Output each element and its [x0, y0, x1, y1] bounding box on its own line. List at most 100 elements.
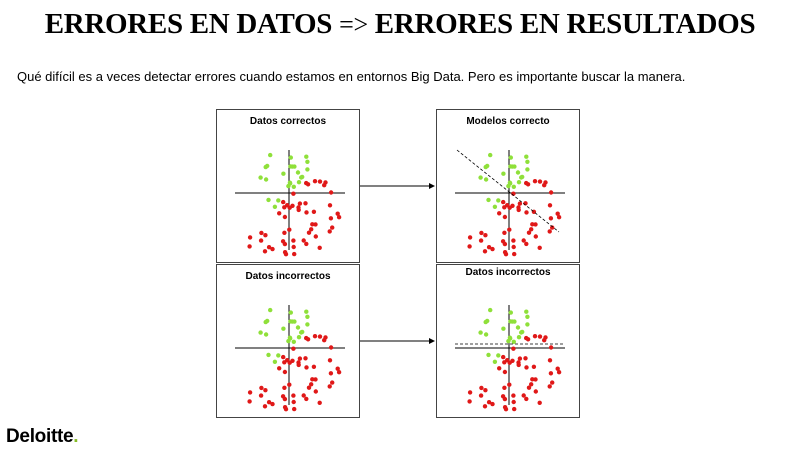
- title-part1: ERRORES EN DATOS: [44, 8, 333, 40]
- red-point: [327, 358, 333, 363]
- red-point: [526, 230, 532, 235]
- red-point: [317, 179, 323, 184]
- red-point: [310, 377, 315, 382]
- red-point: [312, 179, 318, 184]
- red-point: [503, 407, 509, 412]
- green-point: [520, 174, 525, 180]
- green-point: [265, 318, 270, 324]
- red-point: [511, 393, 516, 398]
- red-point: [547, 358, 553, 363]
- red-point: [310, 222, 315, 227]
- green-point: [510, 164, 515, 169]
- red-point: [507, 360, 512, 365]
- green-point: [506, 183, 511, 189]
- red-point: [511, 244, 516, 250]
- red-point: [532, 179, 538, 184]
- red-point: [287, 205, 292, 210]
- red-point: [328, 345, 334, 350]
- red-point: [547, 229, 552, 234]
- panel-title: Datos correctos: [249, 116, 327, 127]
- red-point: [317, 334, 323, 339]
- red-point: [547, 384, 552, 389]
- red-point: [530, 377, 535, 382]
- red-point: [548, 345, 554, 350]
- green-point: [485, 318, 490, 324]
- red-point: [292, 406, 297, 412]
- green-point: [525, 314, 530, 319]
- green-point: [525, 159, 530, 164]
- red-point: [263, 233, 268, 238]
- red-point: [556, 215, 562, 220]
- red-point: [502, 230, 507, 235]
- red-point: [259, 230, 264, 236]
- green-point: [265, 163, 270, 169]
- red-point: [282, 385, 287, 390]
- red-point: [512, 406, 517, 412]
- red-point: [548, 371, 554, 376]
- green-point: [305, 167, 310, 172]
- red-point: [467, 235, 473, 240]
- red-point: [502, 385, 507, 390]
- green-point: [483, 177, 489, 182]
- red-point: [467, 399, 472, 404]
- red-point: [501, 354, 506, 360]
- green-point: [287, 180, 293, 185]
- green-point: [515, 325, 521, 330]
- red-point: [287, 382, 292, 387]
- green-point: [501, 326, 506, 331]
- green-point: [508, 310, 513, 315]
- red-point: [292, 251, 297, 257]
- red-point: [479, 230, 484, 236]
- green-point: [304, 309, 309, 314]
- red-point: [311, 209, 317, 214]
- red-point: [478, 238, 484, 243]
- red-point: [531, 364, 537, 369]
- red-point: [486, 400, 492, 405]
- red-point: [533, 377, 538, 382]
- red-point: [467, 390, 473, 395]
- green-point: [291, 184, 296, 189]
- red-point: [327, 384, 332, 389]
- red-point: [312, 334, 318, 339]
- red-point: [283, 407, 289, 412]
- red-point: [550, 225, 555, 230]
- red-point: [266, 400, 272, 405]
- red-point: [277, 211, 282, 216]
- red-point: [501, 199, 506, 205]
- red-point: [512, 251, 517, 257]
- panel-modelos-correcto: Modelos correcto: [436, 109, 580, 263]
- red-point: [529, 227, 534, 232]
- green-point: [525, 167, 530, 172]
- green-point: [483, 332, 489, 337]
- red-point: [287, 360, 292, 365]
- red-point: [291, 399, 296, 405]
- green-point: [488, 152, 493, 158]
- green-point: [520, 329, 525, 335]
- red-point: [548, 216, 554, 221]
- red-point: [533, 222, 538, 227]
- green-point: [295, 170, 301, 175]
- slide-title: ERRORES EN DATOS => ERRORES EN RESULTADO…: [0, 8, 800, 41]
- green-point: [281, 326, 286, 331]
- red-point: [311, 364, 317, 369]
- red-point: [281, 354, 286, 360]
- red-point: [291, 191, 296, 196]
- red-point: [530, 222, 535, 227]
- red-point: [533, 234, 538, 239]
- red-point: [282, 230, 287, 235]
- green-point: [268, 152, 273, 158]
- slide-body-text: Qué difícil es a veces detectar errores …: [17, 69, 686, 84]
- red-point: [247, 399, 252, 404]
- red-point: [497, 366, 502, 371]
- red-point: [282, 396, 288, 402]
- red-point: [335, 211, 340, 216]
- green-point: [516, 335, 522, 340]
- red-point: [297, 201, 303, 206]
- green-point: [276, 198, 281, 203]
- red-point: [516, 207, 521, 213]
- red-point: [547, 203, 553, 208]
- panel-datos-incorrectos-modelo: Datos incorrectos: [436, 264, 580, 418]
- panel-datos-incorrectos: Datos incorrectos: [216, 264, 360, 418]
- scatter-plot: [235, 150, 345, 257]
